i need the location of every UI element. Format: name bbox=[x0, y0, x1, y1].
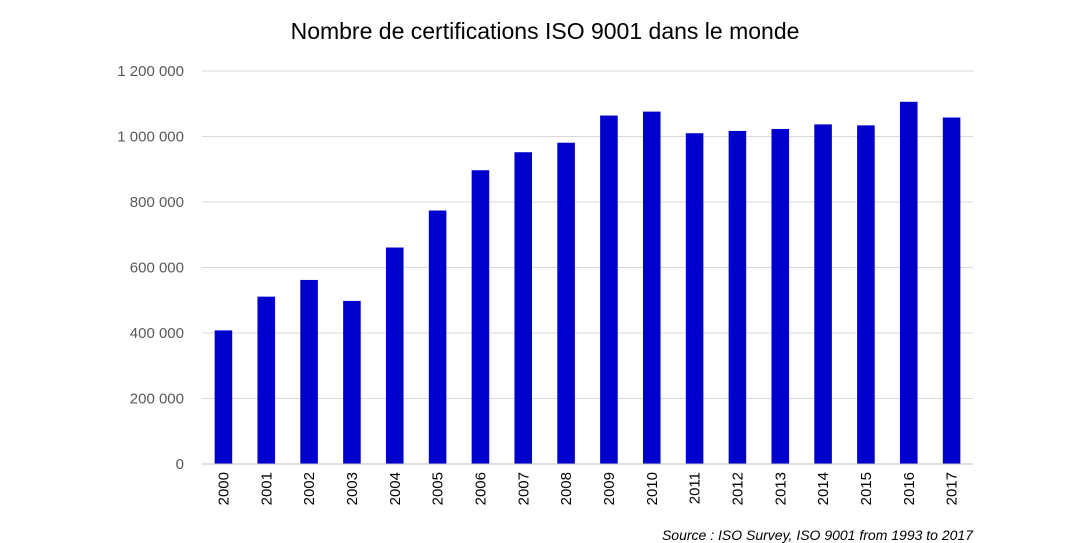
x-tick-label-2009: 2009 bbox=[601, 472, 618, 505]
x-tick-label-2003: 2003 bbox=[344, 472, 361, 505]
y-tick-label: 800 000 bbox=[130, 194, 184, 211]
x-tick-label-2014: 2014 bbox=[815, 472, 832, 505]
x-tick-label-2006: 2006 bbox=[472, 472, 489, 505]
x-tick-label-2010: 2010 bbox=[644, 472, 661, 505]
x-tick-label-2016: 2016 bbox=[901, 472, 918, 505]
x-tick-label-2007: 2007 bbox=[515, 472, 532, 505]
y-tick-label: 600 000 bbox=[130, 260, 184, 277]
bar-2006 bbox=[471, 170, 490, 465]
x-tick-label-2005: 2005 bbox=[430, 472, 447, 505]
bar-2014 bbox=[814, 124, 832, 464]
x-tick-label-2008: 2008 bbox=[558, 472, 575, 505]
bar-2010 bbox=[642, 111, 661, 465]
x-tick-label-2001: 2001 bbox=[258, 472, 275, 505]
bar-2012 bbox=[728, 130, 747, 464]
y-tick-label: 400 000 bbox=[130, 325, 184, 342]
bars bbox=[214, 101, 961, 465]
bar-2004 bbox=[385, 247, 404, 464]
bar-2000 bbox=[214, 330, 233, 464]
y-axis-tick-labels: 0 200 000 400 000 600 000 800 000 1 000 000 1 … bbox=[117, 63, 184, 473]
gridlines bbox=[202, 70, 973, 399]
x-tick-label-2017: 2017 bbox=[944, 472, 961, 505]
x-tick-label-2000: 2000 bbox=[215, 472, 232, 505]
x-tick-label-2013: 2013 bbox=[772, 472, 789, 505]
bar-2005 bbox=[428, 210, 447, 464]
x-tick-label-2002: 2002 bbox=[301, 472, 318, 505]
chart-title: Nombre de certifications ISO 9001 dans l… bbox=[291, 18, 800, 44]
bar-2007 bbox=[514, 152, 533, 464]
bar-2011 bbox=[685, 133, 704, 464]
y-tick-label: 0 bbox=[176, 456, 184, 473]
y-tick-label: 200 000 bbox=[130, 391, 184, 408]
source-note: Source : ISO Survey, ISO 9001 from 1993 … bbox=[662, 527, 974, 543]
bar-2001 bbox=[257, 296, 276, 464]
bar-2015 bbox=[857, 125, 875, 465]
x-tick-label-2015: 2015 bbox=[858, 472, 875, 505]
bar-2016 bbox=[899, 101, 918, 464]
x-tick-label-2011: 2011 bbox=[687, 472, 704, 504]
x-tick-label-2004: 2004 bbox=[387, 472, 404, 505]
y-tick-label: 1 200 000 bbox=[117, 63, 184, 80]
y-tick-label: 1 000 000 bbox=[117, 129, 184, 146]
bar-2008 bbox=[557, 142, 575, 464]
bar-2017 bbox=[942, 117, 961, 464]
bar-2013 bbox=[771, 128, 790, 464]
bar-2003 bbox=[343, 300, 361, 464]
x-axis-tick-labels: 2000 2001 2002 2003 2004 2005 2006 2007 2008 2009… bbox=[215, 472, 960, 505]
bar-2002 bbox=[300, 279, 318, 464]
x-tick-label-2012: 2012 bbox=[729, 472, 746, 505]
bar-2009 bbox=[600, 115, 618, 464]
